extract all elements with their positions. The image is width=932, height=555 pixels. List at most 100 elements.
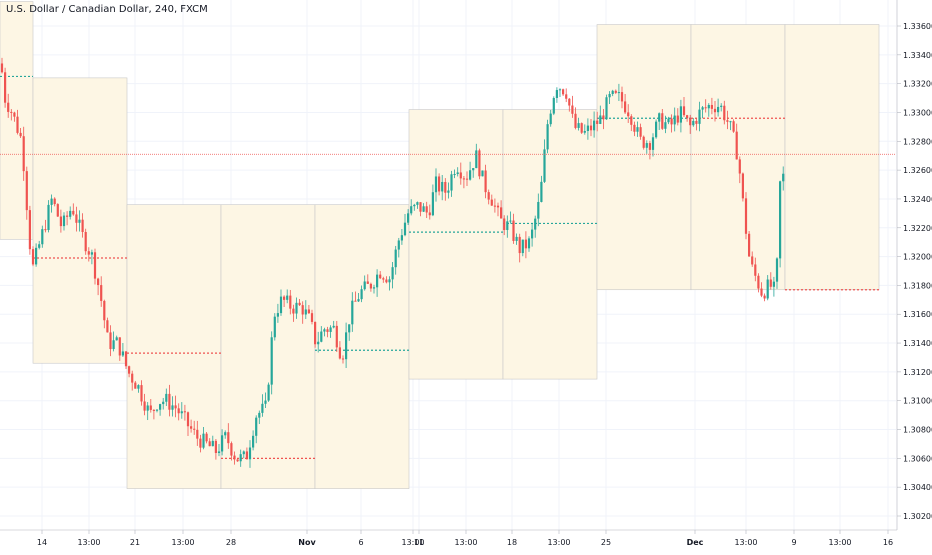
week-box <box>408 109 504 380</box>
candle-body <box>509 220 512 222</box>
price-axis[interactable]: 1.33600 1.33400 1.33200 1.33000 1.32800 1.326… <box>896 0 932 530</box>
candle-body <box>434 176 438 193</box>
candle-body <box>686 115 689 119</box>
candle-body <box>602 115 605 120</box>
candle-body <box>298 302 301 306</box>
candle-body <box>317 341 320 345</box>
candle-body <box>624 101 627 113</box>
candle-body <box>62 215 66 227</box>
candle-body <box>270 337 273 385</box>
candle-body <box>617 92 620 94</box>
candle-body <box>230 443 233 456</box>
candle-body <box>490 199 493 206</box>
candle-body <box>580 123 583 133</box>
candle-body <box>109 332 112 350</box>
candle-body <box>642 136 645 148</box>
candle-body <box>168 393 171 410</box>
candle-body <box>286 295 289 300</box>
price-tick-label: 1.32800 <box>903 137 932 146</box>
candle-body <box>22 136 25 172</box>
candle-body <box>459 172 462 179</box>
candle-body <box>651 137 655 150</box>
candle-body <box>183 411 186 413</box>
candle-body <box>152 409 155 411</box>
candle-body <box>500 207 503 219</box>
week-box <box>314 204 410 489</box>
candle-body <box>363 281 366 290</box>
candle-body <box>369 283 372 289</box>
candle-body <box>627 112 630 117</box>
candle-body <box>583 130 586 133</box>
candle-body <box>258 412 261 418</box>
candle-body <box>28 210 31 250</box>
candle-body <box>338 347 341 359</box>
candle-body <box>323 329 326 332</box>
time-tick-label: 28 <box>226 538 236 547</box>
price-tick-label: 1.30400 <box>903 483 932 492</box>
candle-body <box>267 384 270 401</box>
candle-body <box>558 89 562 91</box>
time-tick-label: 13:00 <box>734 538 757 547</box>
candle-body <box>112 340 115 350</box>
candle-body <box>667 118 670 123</box>
candle-body <box>400 235 403 241</box>
candle-body <box>543 149 546 182</box>
candle-body <box>357 299 360 302</box>
candle-body <box>682 106 686 116</box>
candle-body <box>620 92 624 102</box>
candle-body <box>84 231 87 252</box>
week-box <box>220 204 316 489</box>
candle-body <box>518 236 521 254</box>
candle-body <box>531 229 534 239</box>
candle-body <box>341 358 345 360</box>
candle-body <box>227 432 230 444</box>
candle-body <box>726 120 729 122</box>
candle-body <box>348 324 351 333</box>
candle-body <box>143 401 146 411</box>
time-tick-label: 13:00 <box>454 538 477 547</box>
candle-body <box>10 111 13 113</box>
candle-body <box>754 264 757 276</box>
time-tick-label: 6 <box>358 538 363 547</box>
candle-body <box>354 300 357 302</box>
candle-body <box>171 405 174 410</box>
candle-body <box>224 432 227 436</box>
price-tick-label: 1.31200 <box>903 368 932 377</box>
candle-body <box>453 174 456 176</box>
candle-body <box>118 337 121 356</box>
time-tick-label: 13:00 <box>547 538 570 547</box>
candle-body <box>174 405 177 409</box>
candle-body <box>25 171 28 211</box>
candle-body <box>639 127 642 137</box>
candle-body <box>438 176 441 192</box>
candle-body <box>233 455 236 460</box>
candle-body <box>301 305 304 315</box>
candles <box>0 57 785 468</box>
candle-body <box>208 441 211 447</box>
candle-body <box>636 127 639 132</box>
price-tick-label: 1.31000 <box>903 397 932 406</box>
candle-body <box>134 382 137 389</box>
candle-body <box>329 327 332 332</box>
candle-body <box>549 113 552 125</box>
candle-body <box>388 279 391 283</box>
candle-body <box>735 131 738 160</box>
week-box <box>596 24 692 291</box>
candle-body <box>456 172 459 175</box>
candle-body <box>425 206 428 213</box>
candle-body <box>87 251 90 255</box>
candle-body <box>217 451 221 453</box>
price-tick-label: 1.33000 <box>903 108 932 117</box>
time-tick-label: 21 <box>130 538 140 547</box>
candle-body <box>661 113 664 129</box>
candle-body <box>190 426 193 429</box>
candle-body <box>462 178 465 180</box>
candle-body <box>140 385 143 402</box>
time-tick-label: Dec <box>687 538 704 547</box>
candle-body <box>481 170 484 177</box>
candle-body <box>608 93 611 98</box>
candle-body <box>537 201 540 219</box>
